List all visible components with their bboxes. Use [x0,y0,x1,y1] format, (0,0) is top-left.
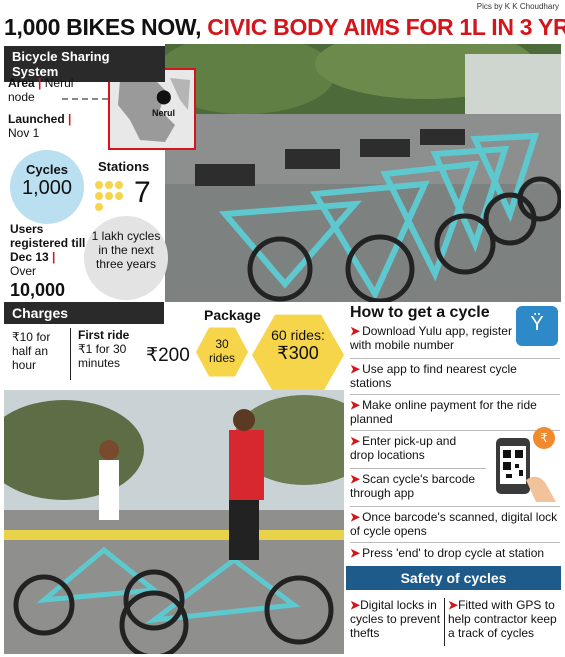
half-hour-text: ₹10 for half an hour [12,330,51,372]
pkg2-price: ₹300 [277,343,319,363]
pkg1-price: ₹200 [146,345,190,366]
step-5: ➤ Scan cycle's barcode through app [350,472,476,500]
cycles-value: 1,000 [21,177,73,199]
step-2: ➤ Use app to find nearest cycle stations [350,362,517,390]
pkg2-rides: 60 rides: [271,327,325,343]
pkg1-rides: 30 rides [208,337,235,365]
step-3: ➤ Make online payment for the ride planne… [350,398,537,426]
yulu-app-icon: Ϋ [516,306,558,346]
launched-text: Launched | Nov 1 [8,112,72,140]
map-shape [118,75,190,142]
stations-dots-icon [94,180,130,214]
phone-qr-icon: ₹ [486,424,560,504]
headline: 1,000 BIKES NOW, CIVIC BODY AIMS FOR 1L … [4,14,565,41]
stations-label: Stations [98,159,150,174]
parked-bicycles-photo [165,44,561,302]
photo-credit: Pics by K K Choudhary [476,2,559,11]
area-text: Area | Nerul node [8,76,74,104]
users-text: Users registered till Dec 13 | Over [10,222,86,278]
stations-value: 7 [134,176,151,209]
goal-text: 1 lakh cycles in the next three years [91,229,161,271]
pkg1-hex: 30 rides [196,327,248,377]
svg-text:₹: ₹ [540,431,548,445]
map-label: Nerul [152,108,176,118]
map-pin-icon: ⬤ [156,88,172,104]
system-title: Bicycle Sharing System [4,46,165,82]
cycles-circle: Cycles 1,000 [10,150,84,224]
package-title: Package [204,307,261,323]
cycles-label: Cycles [26,162,68,177]
safety-item-1: ➤Digital locks in cycles to prevent thef… [350,598,441,640]
safety-item-2: ➤Fitted with GPS to help contractor keep… [448,598,557,640]
howto-title: How to get a cycle [350,304,490,321]
charges-divider [70,328,71,380]
riders-photo [4,390,344,654]
step-6: ➤ Once barcode's scanned, digital lock of… [350,510,558,538]
safety-divider [444,598,445,646]
charges-title: Charges [4,302,164,324]
goal-circle: 1 lakh cycles in the next three years [84,216,168,300]
step-7: ➤ Press 'end' to drop cycle at station [350,546,545,560]
headline-part1: 1,000 BIKES NOW, [4,14,208,40]
pkg2-hex: 60 rides: ₹300 [252,314,344,396]
headline-part2: CIVIC BODY AIMS FOR 1L IN 3 YRS [207,14,565,40]
first-ride-text: First ride ₹1 for 30 minutes [78,328,130,370]
users-value: 10,000 [10,280,66,300]
safety-title: Safety of cycles [346,566,561,590]
step-4: ➤ Enter pick-up and drop locations [350,434,457,462]
step-1: ➤ Download Yulu app, register with mobile… [350,324,512,352]
map-connector [62,98,108,100]
